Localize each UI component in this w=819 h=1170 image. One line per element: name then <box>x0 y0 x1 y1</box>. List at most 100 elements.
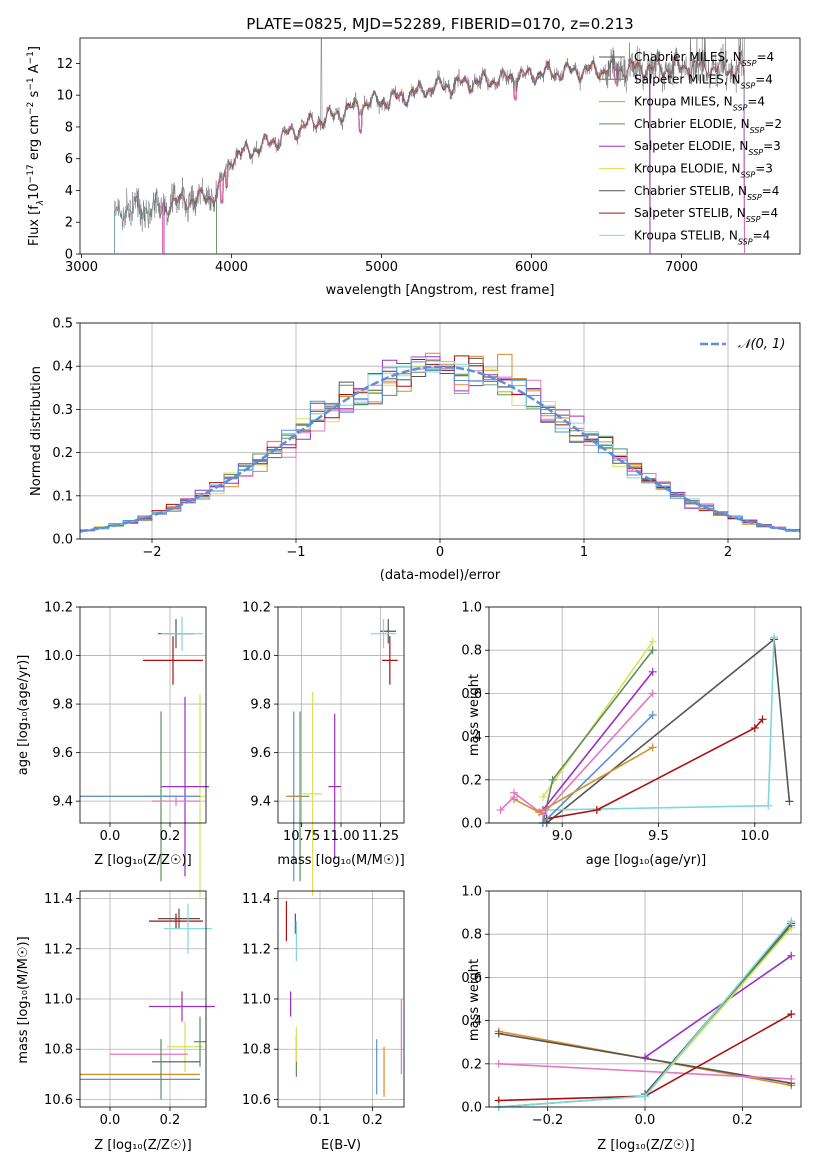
mass-z-ytick-label: 11.0 <box>44 993 73 1008</box>
weight-z-ytick-label: 0.4 <box>461 1014 482 1029</box>
spectrum-xtick-label: 4000 <box>215 260 248 275</box>
residuals-legend: 𝒩(0, 1) <box>700 337 785 352</box>
mass-vs-metallicity-panel: 0.0 0.2 10.6 10.8 11.0 11.2 11.4 <box>44 890 215 1128</box>
legend-label-salpeter_miles: Salpeter MILES, NSSP=4 <box>634 72 773 90</box>
age-mass-ytick-label: 10.0 <box>242 649 271 664</box>
weight-vs-metallicity-panel: −0.2 0.0 0.2 0.0 0.2 0.4 0.6 0.8 1.0 <box>461 885 802 1128</box>
spectrum-observed <box>114 37 745 254</box>
normal-curve <box>79 365 801 533</box>
age-mass-xtick-label: 10.75 <box>283 829 320 844</box>
residuals-ytick-label: 0.0 <box>52 533 73 548</box>
weight-z-point-kroupa_stelib <box>787 917 796 926</box>
spectrum-ylabel: Flux [fλ10−17 erg cm−2 s−1 A−1] <box>26 46 46 246</box>
spectrum-ytick-label: 0 <box>65 248 73 263</box>
weight-z-point-salpeter_miles <box>494 1059 503 1068</box>
legend-subscript: SSP <box>733 103 748 112</box>
weight-age-line-salpeter_miles <box>500 796 515 811</box>
mass-z-ytick-label: 10.6 <box>44 1093 73 1108</box>
weight-age-point-salpeter_miles <box>496 806 505 815</box>
mass-vs-ebv-panel: 0.1 0.2 10.6 10.8 11.0 11.2 11.4 <box>242 890 405 1128</box>
legend-text: Kroupa MILES, N <box>634 95 733 109</box>
weight-z-xtick-label: 0.0 <box>635 1113 656 1128</box>
weight-z-line-salpeter_miles <box>498 1063 792 1080</box>
legend-text: Chabrier MILES, N <box>634 50 742 64</box>
residual-histogram <box>80 361 800 532</box>
mass-ebv-xtick-label: 0.1 <box>310 1113 331 1128</box>
weight-age-point-kroupa_stelib <box>764 801 773 810</box>
weight-z-point-salpeter_elodie <box>641 1053 649 1062</box>
age-z-ytick-label: 9.6 <box>52 746 73 761</box>
age-z-ylabel: age [log₁₀(age/yr)] <box>16 655 31 776</box>
legend-count: =3 <box>755 162 773 176</box>
weight-age-point-kroupa_elodie <box>538 793 547 802</box>
figure-title: PLATE=0825, MJD=52289, FIBERID=0170, z=0… <box>246 15 633 33</box>
legend-text: Salpeter MILES, N <box>634 72 741 86</box>
residuals-xlabel: (data-model)/error <box>380 568 501 583</box>
weight-age-point-salpeter_miles <box>648 689 657 698</box>
age-mass-ytick-label: 9.6 <box>250 746 271 761</box>
weight-age-line-chabrier_stelib <box>546 637 791 824</box>
normal-legend-label: 𝒩(0, 1) <box>738 337 785 352</box>
residuals-panel: −2 −1 0 1 2 0.0 0.1 0.2 0.3 0.4 0.5 (data-model)/e… <box>29 317 801 583</box>
age-z-xtick-label: 0.2 <box>160 829 181 844</box>
weight-z-point-chabrier_miles <box>494 1029 503 1038</box>
spectrum-model-kroupa_elodie <box>163 59 651 254</box>
mass-z-ylabel: mass [log₁₀(M/M☉)] <box>16 936 31 1063</box>
mass-z-ytick-label: 11.2 <box>44 942 73 957</box>
weight-z-xtick-label: −0.2 <box>532 1113 564 1128</box>
weight-z-ytick-label: 0.2 <box>461 1057 482 1072</box>
weight-z-ytick-label: 0.0 <box>461 1101 482 1116</box>
legend-label-kroupa_elodie: Kroupa ELODIE, NSSP=3 <box>634 162 773 180</box>
weight-z-ytick-label: 0.6 <box>461 971 482 986</box>
legend-subscript: SSP <box>742 59 757 68</box>
weight-z-ytick-label: 1.0 <box>461 885 482 900</box>
mass-z-xlabel: Z [log₁₀(Z/Z☉)] <box>94 1138 191 1153</box>
residuals-xtick-label: −1 <box>286 545 305 560</box>
legend-count: =4 <box>760 206 778 220</box>
weight-age-frame <box>488 606 802 824</box>
weight-age-ytick-label: 0.6 <box>461 687 482 702</box>
weight-age-ylabel: mass weight <box>467 674 482 756</box>
weight-age-ytick-label: 0.0 <box>461 817 482 832</box>
weight-z-ylabel: mass weight <box>467 959 482 1041</box>
spectrum-ticks: 3000 4000 5000 6000 7000 0 2 4 6 8 10 12 <box>56 57 698 275</box>
spectrum-xtick-label: 3000 <box>65 260 98 275</box>
age-z-xlabel: Z [log₁₀(Z/Z☉)] <box>94 853 191 868</box>
spectrum-xlabel: wavelength [Angstrom, rest frame] <box>326 283 555 298</box>
weight-age-ytick-label: 0.8 <box>461 644 482 659</box>
weight-age-point-salpeter_stelib <box>592 806 601 815</box>
weight-age-ytick-label: 1.0 <box>461 601 482 616</box>
weight-z-xtick-label: 0.2 <box>732 1113 753 1128</box>
weight-vs-age-panel: 9.0 9.5 10.0 0.0 0.2 0.4 0.6 0.8 1.0 <box>461 601 802 844</box>
spectrum-panel: 3000 4000 5000 6000 7000 0 2 4 6 8 10 12 wavelength… <box>26 37 801 298</box>
weight-z-point-salpeter_miles <box>787 1074 796 1083</box>
legend-label-salpeter_elodie: Salpeter ELODIE, NSSP=3 <box>634 139 781 157</box>
legend-label-salpeter_stelib: Salpeter STELIB, NSSP=4 <box>634 206 778 224</box>
residuals-ticks: −2 −1 0 1 2 0.0 0.1 0.2 0.3 0.4 0.5 <box>52 317 732 561</box>
residuals-xtick-label: 0 <box>436 545 444 560</box>
weight-age-ytick-label: 0.4 <box>461 730 482 745</box>
residuals-xtick-label: −2 <box>142 545 161 560</box>
legend-subscript: SSP <box>746 215 761 224</box>
mass-z-xtick-label: 0.2 <box>160 1113 181 1128</box>
weight-z-point-salpeter_stelib <box>787 1010 796 1019</box>
legend-label-chabrier_stelib: Chabrier STELIB, NSSP=4 <box>634 184 779 202</box>
weight-age-point-kroupa_stelib <box>770 633 779 642</box>
legend-label-kroupa_stelib: Kroupa STELIB, NSSP=4 <box>634 228 770 246</box>
legend-count: =4 <box>755 72 773 86</box>
residuals-ytick-label: 0.1 <box>52 489 73 504</box>
spectrum-lines <box>114 37 745 255</box>
weight-age-point-kroupa_elodie <box>648 637 657 646</box>
weight-age-point-salpeter_stelib <box>758 715 767 724</box>
age-z-frame <box>79 606 207 824</box>
weight-age-point-kroupa_miles <box>648 743 657 752</box>
weight-age-line-salpeter_stelib <box>546 718 764 820</box>
legend-subscript: SSP <box>750 125 765 134</box>
weight-z-point-kroupa_stelib <box>641 1092 649 1101</box>
legend-count: =2 <box>764 117 782 131</box>
age-z-ytick-label: 9.8 <box>52 698 73 713</box>
weight-z-line-salpeter_elodie <box>644 955 792 1058</box>
weight-age-point-chabrier_elodie <box>648 646 657 655</box>
mass-ebv-ytick-label: 10.8 <box>242 1043 271 1058</box>
